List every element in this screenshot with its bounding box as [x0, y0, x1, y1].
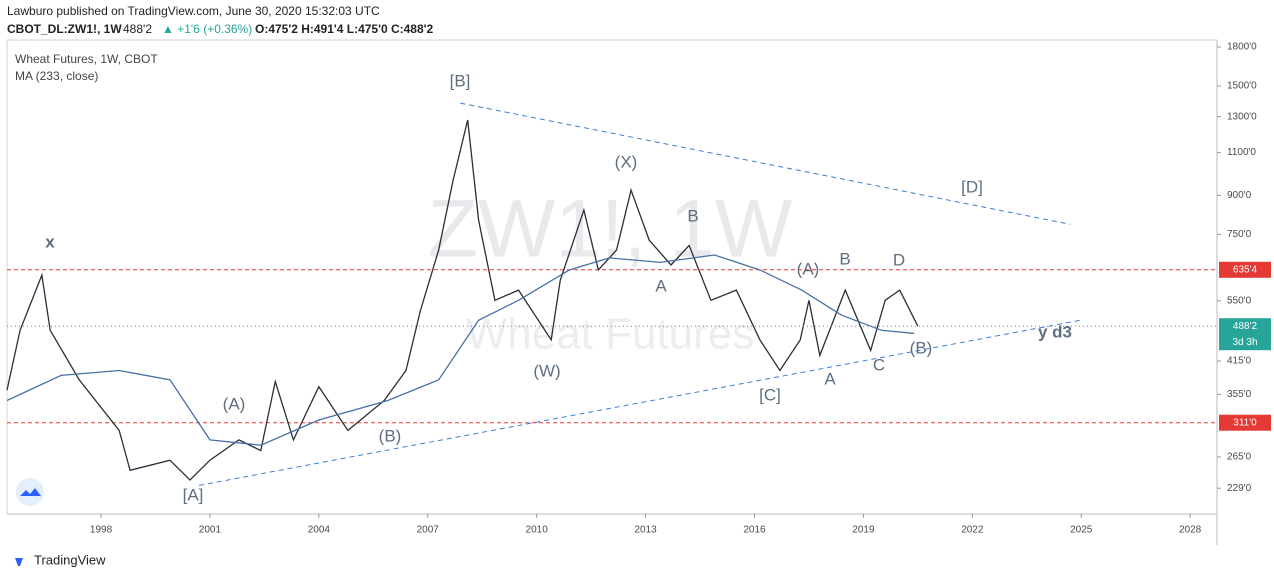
publisher: Lawburo published on TradingView.com, Ju… — [7, 4, 380, 18]
last-price-label: 488'2 — [1233, 321, 1258, 332]
x-tick-label: 2019 — [852, 525, 875, 536]
watermark-name: Wheat Futures — [466, 310, 755, 359]
y-tick-label: 355'0 — [1227, 389, 1252, 400]
annotation: (X) — [615, 152, 638, 171]
annotation: (A) — [223, 394, 246, 413]
annotation: [A] — [183, 485, 204, 504]
ohlc: O:475'2 H:491'4 L:475'0 C:488'2 — [255, 22, 434, 36]
change: ▲ +1'6 (+0.36%) — [162, 22, 252, 36]
price-badge-label: 311'0 — [1233, 417, 1257, 428]
countdown-label: 3d 3h — [1232, 337, 1257, 348]
logo-icon — [20, 488, 41, 496]
x-tick-label: 2007 — [417, 525, 440, 536]
logo-button[interactable] — [16, 478, 44, 506]
x-tick-label: 2013 — [634, 525, 657, 536]
trendline — [460, 102, 1071, 225]
y-tick-label: 1800'0 — [1227, 42, 1257, 53]
last: 488'2 — [123, 22, 152, 36]
y-tick-label: 550'0 — [1227, 295, 1252, 306]
annotation: (A) — [797, 259, 820, 278]
watermark-symbol: ZW1!, 1W — [428, 184, 793, 275]
x-tick-label: 2010 — [526, 525, 549, 536]
annotation: [B] — [450, 71, 471, 90]
annotation: (B) — [379, 426, 402, 445]
footer-logo — [8, 558, 23, 566]
y-tick-label: 229'0 — [1227, 483, 1252, 494]
last-price-badge — [1219, 318, 1271, 351]
x-tick-label: 1998 — [90, 525, 113, 536]
x-tick-label: 2025 — [1070, 525, 1093, 536]
annotation: C — [873, 355, 885, 374]
annotation: D — [893, 250, 905, 269]
y-tick-label: 1100'0 — [1227, 147, 1256, 158]
price-badge — [1219, 414, 1271, 431]
series-line — [6, 254, 915, 446]
y-tick-label: 900'0 — [1227, 190, 1252, 201]
annotation: A — [655, 276, 667, 295]
x-tick-label: 2001 — [199, 525, 222, 536]
annotations: x [B] (X) B [D] (A) B D A (W) [C] A C (B… — [45, 71, 1072, 504]
y-tick-label: 265'0 — [1227, 452, 1252, 463]
y-tick-label: 415'0 — [1227, 356, 1252, 367]
x-tick-label: 2004 — [308, 525, 331, 536]
annotation: x — [45, 232, 55, 251]
legend-indicator: MA (233, close) — [15, 69, 98, 83]
price-badge — [1219, 261, 1271, 278]
y-tick-label: 1500'0 — [1227, 81, 1257, 92]
x-tick-label: 2022 — [961, 525, 984, 536]
trendline — [198, 319, 1081, 486]
price-badge-label: 635'4 — [1233, 264, 1258, 275]
plot — [6, 102, 1217, 486]
annotation: (W) — [533, 361, 560, 380]
annotation: [C] — [759, 385, 781, 404]
annotation: [D] — [961, 177, 983, 196]
y-tick-label: 1300'0 — [1227, 111, 1257, 122]
annotation: A — [824, 369, 836, 388]
annotation: B — [839, 249, 850, 268]
series-line — [6, 119, 919, 481]
annotation: y d3 — [1038, 322, 1072, 341]
y-tick-label: 750'0 — [1227, 229, 1252, 240]
x-tick-label: 2016 — [743, 525, 766, 536]
symbol: CBOT_DL:ZW1!, 1W — [7, 22, 122, 36]
annotation: B — [687, 206, 698, 225]
x-tick-label: 2028 — [1179, 525, 1202, 536]
legend-title: Wheat Futures, 1W, CBOT — [15, 52, 158, 66]
annotation: (B) — [910, 338, 933, 357]
footer-brand: TradingView — [34, 552, 106, 567]
